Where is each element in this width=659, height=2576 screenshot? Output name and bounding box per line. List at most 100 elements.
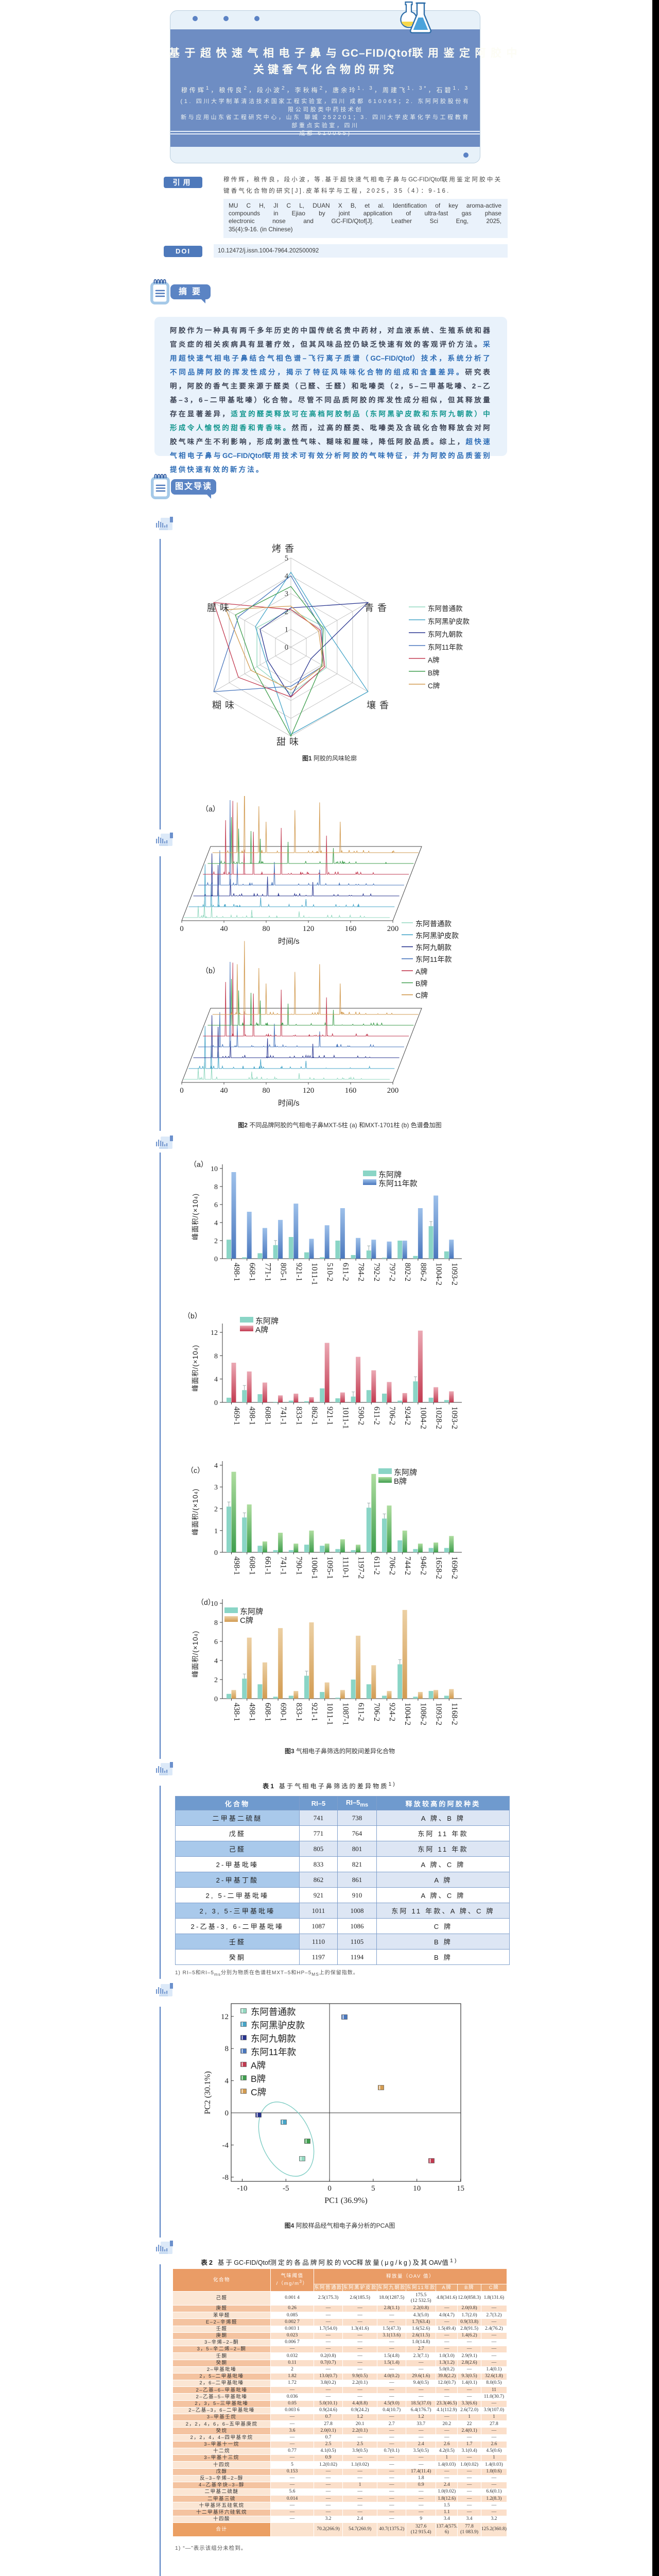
svg-text:1093-2: 1093-2 [435, 1703, 443, 1725]
svg-text:80: 80 [263, 1087, 270, 1095]
svg-text:802-2: 802-2 [403, 1263, 412, 1281]
svg-text:608-1: 608-1 [263, 1406, 272, 1425]
svg-text:1093-2: 1093-2 [450, 1406, 459, 1429]
svg-text:510-2: 510-2 [325, 1263, 334, 1281]
svg-text:-4: -4 [222, 2141, 229, 2149]
svg-text:608-1: 608-1 [248, 1556, 256, 1575]
svg-text:784-2: 784-2 [357, 1263, 366, 1281]
svg-text:0: 0 [327, 2184, 332, 2193]
svg-text:2: 2 [214, 1676, 218, 1684]
svg-text:862-1: 862-1 [310, 1406, 319, 1425]
svg-text:438-1: 438-1 [232, 1703, 241, 1721]
svg-text:1: 1 [285, 625, 288, 634]
svg-text:1086-2: 1086-2 [419, 1703, 427, 1725]
svg-text:-5: -5 [283, 2184, 289, 2193]
svg-text:4: 4 [214, 1219, 218, 1227]
svg-text:3: 3 [214, 1484, 218, 1492]
svg-text:200: 200 [387, 925, 399, 933]
svg-text:1110-1: 1110-1 [341, 1556, 350, 1579]
svg-text:10: 10 [413, 2184, 421, 2193]
svg-text:120: 120 [303, 1087, 315, 1095]
svg-text:4: 4 [214, 1376, 218, 1384]
svg-text:2: 2 [214, 1238, 218, 1245]
svg-text:611-2: 611-2 [357, 1703, 366, 1721]
svg-text:790-1: 790-1 [294, 1556, 303, 1575]
svg-text:1095-1: 1095-1 [325, 1556, 334, 1579]
svg-text:1004-2: 1004-2 [419, 1406, 427, 1429]
svg-text:498-1: 498-1 [232, 1556, 241, 1575]
svg-text:921-1: 921-1 [310, 1703, 319, 1721]
svg-text:0: 0 [285, 643, 288, 652]
svg-text:921-1: 921-1 [325, 1406, 334, 1425]
svg-text:8: 8 [214, 1619, 218, 1627]
svg-text:1168-2: 1168-2 [450, 1703, 459, 1725]
svg-text:5: 5 [371, 2184, 375, 2193]
svg-text:498-1: 498-1 [248, 1703, 256, 1721]
svg-text:886-2: 886-2 [419, 1263, 427, 1281]
svg-text:741-1: 741-1 [279, 1556, 288, 1575]
svg-text:4: 4 [214, 1657, 218, 1665]
svg-text:8: 8 [214, 1352, 218, 1360]
svg-text:8: 8 [225, 2045, 229, 2053]
svg-text:0: 0 [214, 1549, 218, 1557]
svg-text:797-2: 797-2 [388, 1263, 396, 1281]
svg-text:744-2: 744-2 [403, 1556, 412, 1575]
svg-text:1011-1: 1011-1 [325, 1703, 334, 1725]
svg-text:498-1: 498-1 [248, 1406, 256, 1425]
svg-text:2: 2 [214, 1506, 218, 1514]
svg-text:0: 0 [214, 1696, 218, 1703]
svg-text:0: 0 [180, 925, 184, 933]
svg-text:706-2: 706-2 [388, 1406, 396, 1425]
svg-text:0: 0 [225, 2109, 229, 2117]
svg-text:611-2: 611-2 [372, 1406, 381, 1425]
svg-text:15: 15 [457, 2184, 464, 2193]
svg-text:771-1: 771-1 [263, 1263, 272, 1281]
svg-text:469-1: 469-1 [232, 1406, 241, 1425]
svg-text:608-1: 608-1 [263, 1703, 272, 1721]
svg-text:0: 0 [214, 1399, 218, 1407]
svg-text:80: 80 [263, 925, 270, 933]
svg-text:2: 2 [285, 608, 288, 616]
svg-text:706-2: 706-2 [372, 1703, 381, 1721]
svg-text:40: 40 [220, 925, 228, 933]
svg-text:792-2: 792-2 [372, 1263, 381, 1281]
svg-text:706-2: 706-2 [388, 1556, 396, 1575]
svg-text:12: 12 [221, 2013, 229, 2021]
svg-text:805-1: 805-1 [279, 1263, 288, 1281]
svg-text:661-1: 661-1 [263, 1556, 272, 1575]
svg-text:8: 8 [214, 1183, 218, 1191]
svg-text:1004-2: 1004-2 [435, 1263, 443, 1285]
svg-text:12: 12 [211, 1329, 218, 1337]
svg-text:4: 4 [214, 1462, 218, 1470]
svg-text:1658-2: 1658-2 [435, 1556, 443, 1579]
svg-text:924-2: 924-2 [403, 1406, 412, 1425]
svg-text:1093-2: 1093-2 [450, 1263, 459, 1285]
svg-text:1087-1: 1087-1 [341, 1703, 350, 1725]
svg-text:PC1 (36.9%): PC1 (36.9%) [324, 2196, 368, 2205]
svg-text:611-2: 611-2 [341, 1263, 350, 1281]
svg-text:924-2: 924-2 [388, 1703, 396, 1721]
svg-text:6: 6 [214, 1201, 218, 1209]
svg-text:40: 40 [220, 1087, 228, 1095]
svg-text:1011-1: 1011-1 [310, 1263, 319, 1285]
svg-text:668-1: 668-1 [248, 1263, 256, 1281]
svg-text:833-1: 833-1 [294, 1406, 303, 1425]
svg-text:741-1: 741-1 [279, 1406, 288, 1425]
svg-text:498-1: 498-1 [232, 1263, 241, 1281]
svg-text:1028-2: 1028-2 [435, 1406, 443, 1429]
svg-text:120: 120 [303, 925, 315, 933]
svg-text:833-1: 833-1 [294, 1703, 303, 1721]
svg-text:6: 6 [214, 1638, 218, 1646]
svg-text:1004-2: 1004-2 [403, 1703, 412, 1725]
svg-text:160: 160 [345, 1087, 357, 1095]
svg-text:690-1: 690-1 [279, 1703, 288, 1721]
svg-text:1006-1: 1006-1 [310, 1556, 319, 1579]
svg-text:10: 10 [211, 1165, 218, 1173]
svg-text:4: 4 [225, 2077, 229, 2086]
svg-text:3: 3 [285, 590, 288, 598]
svg-text:1197-2: 1197-2 [357, 1556, 366, 1579]
svg-text:0: 0 [214, 1256, 218, 1263]
svg-text:10: 10 [211, 1600, 218, 1608]
svg-text:160: 160 [345, 925, 357, 933]
svg-text:1: 1 [214, 1528, 218, 1535]
